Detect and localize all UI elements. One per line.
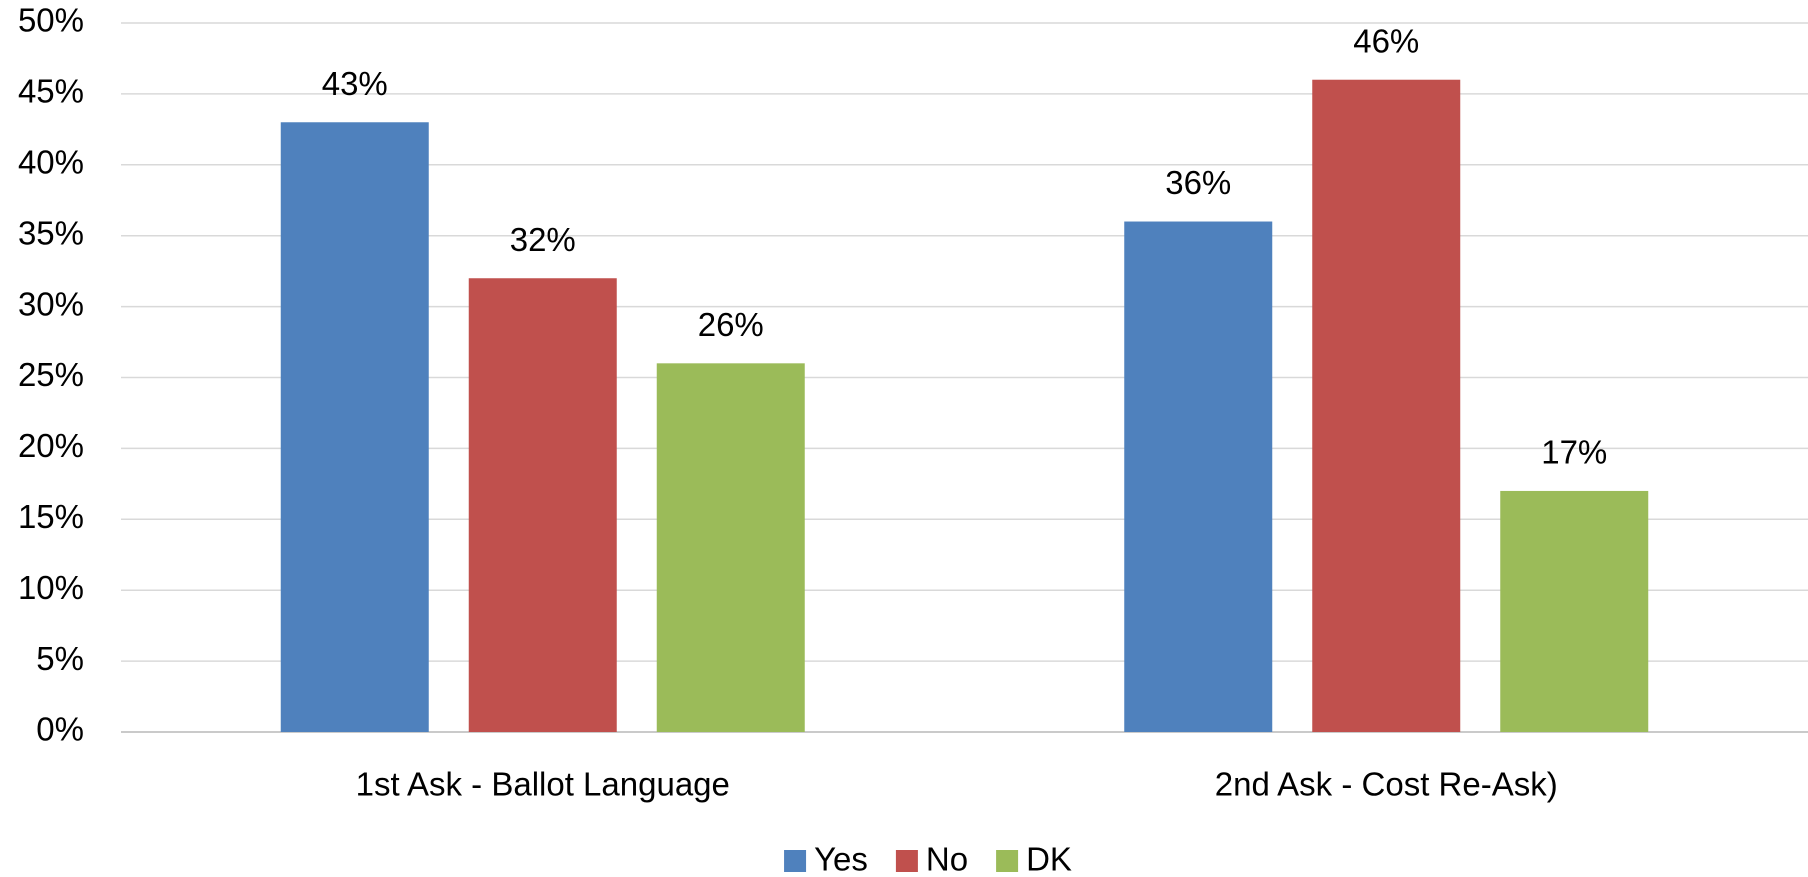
data-label: 36% <box>1165 164 1231 201</box>
y-tick-label: 50% <box>18 2 84 39</box>
y-tick-label: 0% <box>36 711 84 748</box>
y-tick-label: 35% <box>18 214 84 251</box>
y-tick-label: 40% <box>18 144 84 181</box>
bar <box>280 122 429 732</box>
legend-swatch <box>996 850 1019 872</box>
y-tick-label: 15% <box>18 498 84 535</box>
x-tick-label: 2nd Ask - Cost Re-Ask) <box>1215 766 1558 803</box>
bar <box>1500 490 1649 732</box>
bar <box>656 363 805 732</box>
legend-label: No <box>926 841 968 877</box>
data-label: 26% <box>698 306 764 343</box>
y-tick-label: 30% <box>18 285 84 322</box>
x-tick-label: 1st Ask - Ballot Language <box>356 766 730 803</box>
bar <box>468 278 617 732</box>
legend-label: Yes <box>814 841 868 877</box>
data-label: 17% <box>1541 434 1607 471</box>
y-tick-label: 25% <box>18 356 84 393</box>
data-label: 32% <box>510 221 576 258</box>
legend-label: DK <box>1026 841 1072 877</box>
y-tick-label: 5% <box>36 640 84 677</box>
legend-swatch <box>784 850 807 872</box>
bar <box>1124 221 1273 732</box>
legend-swatch <box>895 850 918 872</box>
y-tick-label: 45% <box>18 73 84 110</box>
data-label: 46% <box>1353 22 1419 59</box>
y-tick-label: 10% <box>18 569 84 606</box>
y-tick-label: 20% <box>18 427 84 464</box>
bar <box>1312 79 1461 733</box>
data-label: 43% <box>322 65 388 102</box>
